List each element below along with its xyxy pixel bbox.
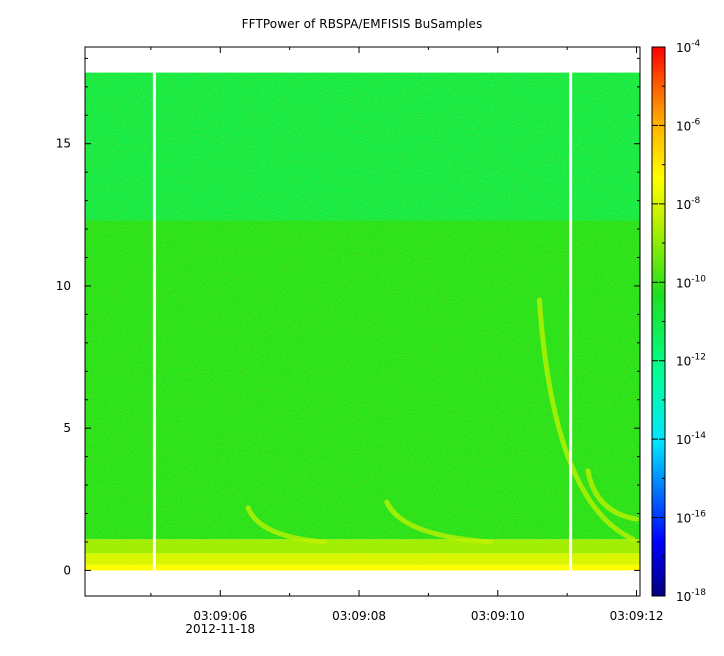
plot-area (85, 72, 640, 571)
cb-tick-label-6: 10-16 (676, 510, 706, 526)
y-tick-label-10: 10 (56, 279, 71, 293)
y-tick-label-5: 5 (63, 421, 71, 435)
y-axis: 0 5 10 15 (56, 57, 640, 577)
cb-tick-label-7: 10-18 (676, 588, 706, 604)
x-tick-label-0: 03:09:06 (193, 609, 247, 623)
plot-frame (84, 46, 641, 597)
chart-title: FFTPower of RBSPA/EMFISIS BuSamples (241, 17, 483, 31)
chorus-element-3 (585, 468, 640, 522)
cb-tick-label-0: 10-4 (676, 39, 701, 55)
x-tick-label-1: 03:09:08 (332, 609, 386, 623)
y-tick-label-15: 15 (56, 137, 71, 151)
chorus-element-1 (384, 499, 494, 545)
colorbar-ticks: 10-4 10-6 10-8 10-10 10-12 10-14 10-16 10-18 (652, 39, 706, 604)
colorbar: 10-4 10-6 10-8 10-10 10-12 10-14 10-16 10-18 (651, 39, 706, 604)
cb-tick-label-3: 10-10 (676, 274, 706, 290)
data-gap-0 (152, 72, 156, 571)
data-gap-1 (569, 72, 573, 571)
chorus-element-0 (245, 505, 327, 545)
x-tick-label-3: 03:09:12 (610, 609, 664, 623)
data-gaps (152, 72, 573, 571)
cb-tick-label-5: 10-14 (676, 431, 706, 447)
x-tick-label-2: 03:09:10 (471, 609, 525, 623)
cb-tick-label-4: 10-12 (676, 353, 706, 369)
cb-tick-label-2: 10-8 (676, 196, 701, 212)
x-tick-sublabel-0: 2012-11-18 (185, 622, 255, 636)
cb-tick-label-1: 10-6 (676, 117, 701, 133)
y-tick-label-0: 0 (63, 563, 71, 577)
noise-speckle (85, 72, 640, 571)
